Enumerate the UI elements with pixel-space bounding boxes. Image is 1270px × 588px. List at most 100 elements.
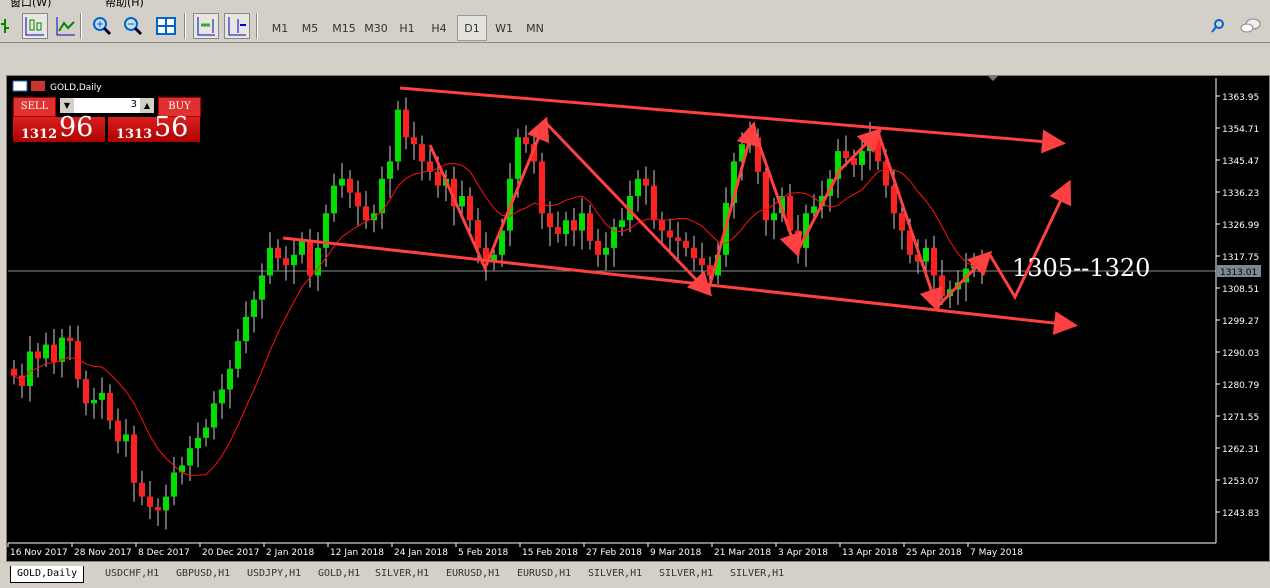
current-price-tag (1217, 265, 1261, 277)
candle (499, 230, 505, 255)
chart-tab[interactable]: GOLD,Daily (10, 566, 85, 583)
chart-trade-icon (31, 81, 45, 91)
timeframe-m30[interactable]: M30 (364, 21, 388, 35)
candle (523, 137, 529, 145)
candle (347, 178, 353, 193)
timeframe-m1[interactable]: M1 (271, 21, 289, 35)
candle (123, 434, 129, 442)
zigzag-line (543, 120, 713, 297)
zoom-in-icon[interactable] (89, 13, 115, 39)
search-icon[interactable] (1205, 13, 1231, 39)
candle (555, 227, 561, 235)
volume-input[interactable]: ▼ 3 ▲ (60, 98, 154, 113)
candle (43, 344, 49, 359)
date-tick-label: 7 May 2018 (970, 548, 1023, 558)
channel-top-line (399, 86, 1066, 154)
candle (931, 247, 937, 276)
candle (707, 265, 713, 276)
timeframe-m5[interactable]: M5 (301, 21, 319, 35)
candle (563, 220, 569, 235)
candle (323, 213, 329, 248)
buy-price[interactable]: 1313 56 (108, 112, 200, 143)
price-tick-label: 1271.55 (1222, 413, 1259, 423)
one-click-trading-panel: SELL ▼ 3 ▲ BUY 1312 96 1313 56 (13, 97, 201, 143)
candle (139, 482, 145, 497)
candle (755, 137, 761, 172)
chat-icon[interactable] (1238, 13, 1264, 39)
candle (715, 254, 721, 276)
chart-tab[interactable]: EURUSD,H1 (446, 568, 501, 579)
candle (595, 240, 601, 255)
candle (771, 213, 777, 221)
candle (419, 144, 425, 162)
candle (131, 434, 137, 483)
chart-tab[interactable]: GOLD,H1 (318, 568, 361, 579)
buy-button[interactable]: BUY (158, 97, 201, 117)
candle (579, 213, 585, 231)
candle (107, 392, 113, 421)
candlestick-chart-icon[interactable] (22, 13, 48, 39)
chart-shift-icon[interactable] (224, 13, 250, 39)
menu-help[interactable]: 帮助(H) (104, 0, 144, 9)
candle (515, 137, 521, 179)
timeframe-h4[interactable]: H4 (431, 21, 447, 35)
candle (235, 341, 241, 369)
candle (435, 171, 441, 186)
candle (171, 472, 177, 497)
candle (251, 299, 257, 317)
chart-tab[interactable]: SILVER,H1 (659, 568, 714, 579)
date-tick-label: 8 Dec 2017 (138, 548, 190, 558)
candle (939, 275, 945, 297)
chart-shift-marker (988, 76, 998, 81)
date-tick-label: 9 Mar 2018 (650, 548, 702, 558)
chart-tab[interactable]: USDJPY,H1 (247, 568, 302, 579)
price-tick-label: 1299.27 (1222, 317, 1259, 327)
candle (459, 196, 465, 207)
chart-tab[interactable]: EURUSD,H1 (517, 568, 572, 579)
menu-window[interactable]: 窗口(W) (10, 0, 52, 9)
zigzag-line (751, 126, 803, 258)
zigzag-line (935, 250, 993, 309)
timeframe-m15[interactable]: M15 (332, 21, 356, 35)
candle (835, 151, 841, 179)
timeframe-d1[interactable]: D1 (457, 15, 487, 41)
candle (187, 448, 193, 466)
sell-button[interactable]: SELL (13, 97, 56, 117)
candle (395, 109, 401, 162)
bar-chart-icon[interactable] (0, 13, 18, 39)
candle (259, 275, 265, 300)
line-chart-icon[interactable] (53, 13, 79, 39)
candle (371, 213, 377, 221)
candle (907, 230, 913, 255)
price-chart[interactable]: 1363.95 1354.71 1345.47 1336.23 1326.99 1317.… (0, 0, 1270, 560)
chart-tab[interactable]: SILVER,H1 (730, 568, 785, 579)
candle (451, 178, 457, 207)
chart-tab[interactable]: GBPUSD,H1 (176, 568, 231, 579)
candle (531, 144, 537, 162)
candle (627, 196, 633, 221)
volume-value[interactable]: 3 (130, 99, 137, 110)
timeframe-h1[interactable]: H1 (399, 21, 415, 35)
price-tick-label: 1262.31 (1222, 445, 1259, 455)
candle (859, 151, 865, 165)
buy-price-main: 1313 (116, 127, 153, 142)
zoom-out-icon[interactable] (120, 13, 146, 39)
date-tick-label: 2 Jan 2018 (266, 548, 314, 558)
sell-price[interactable]: 1312 96 (13, 112, 105, 143)
timeframe-mn[interactable]: MN (526, 21, 544, 35)
chart-window-icon (12, 80, 28, 92)
price-tick-label: 1253.07 (1222, 477, 1259, 487)
candle (99, 392, 105, 400)
volume-decrease-icon[interactable]: ▼ (60, 98, 74, 113)
date-tick-label: 13 Apr 2018 (842, 548, 898, 558)
chart-tab[interactable]: USDCHF,H1 (105, 568, 160, 579)
chart-tab[interactable]: SILVER,H1 (375, 568, 430, 579)
candle (811, 206, 817, 214)
chart-tab[interactable]: SILVER,H1 (588, 568, 643, 579)
auto-scroll-icon[interactable] (193, 13, 219, 39)
volume-increase-icon[interactable]: ▲ (140, 98, 154, 113)
timeframe-w1[interactable]: W1 (495, 21, 513, 35)
candle (851, 158, 857, 165)
tile-windows-icon[interactable] (153, 13, 179, 39)
zigzag-line (428, 116, 550, 272)
